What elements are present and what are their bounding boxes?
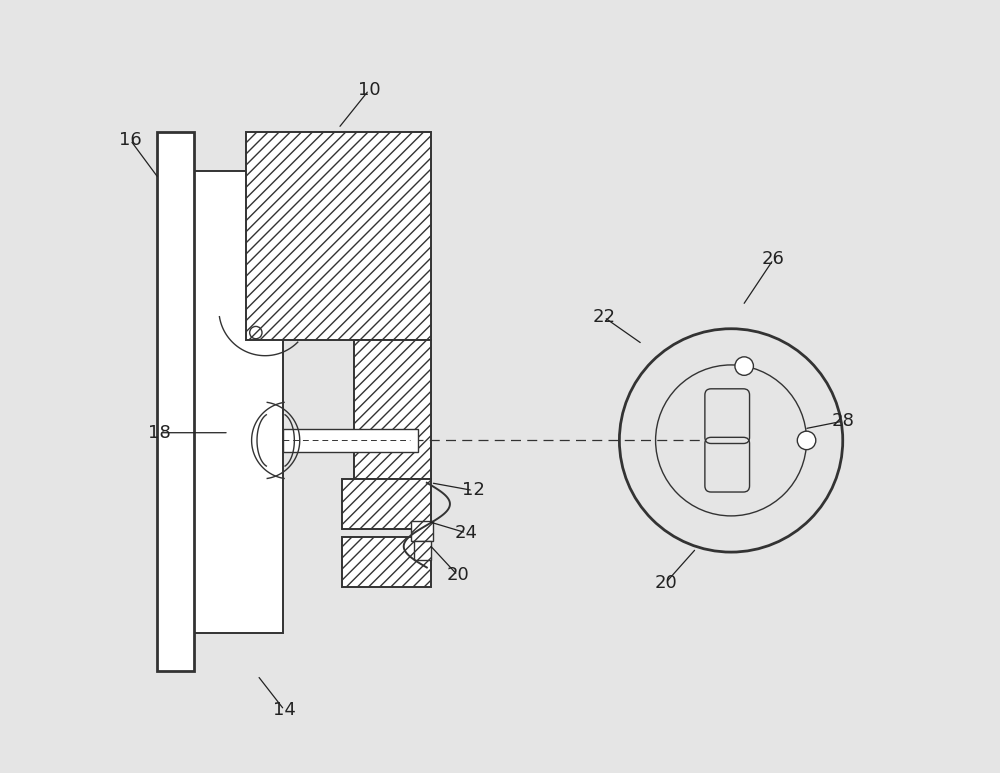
Circle shape: [735, 357, 753, 376]
Bar: [283, 429, 418, 452]
Text: 20: 20: [654, 574, 677, 592]
Bar: [342, 536, 431, 587]
Text: 10: 10: [358, 81, 380, 99]
Bar: [194, 171, 283, 633]
Bar: [354, 340, 431, 479]
Text: 16: 16: [119, 131, 142, 149]
Text: 20: 20: [446, 566, 469, 584]
Text: 12: 12: [462, 482, 484, 499]
Text: 24: 24: [455, 524, 478, 542]
Text: 18: 18: [148, 424, 171, 441]
Bar: [246, 132, 431, 340]
Text: 22: 22: [592, 308, 615, 326]
Text: 26: 26: [762, 250, 785, 268]
Bar: [414, 540, 431, 560]
Circle shape: [797, 431, 816, 450]
Bar: [342, 479, 431, 529]
Text: 14: 14: [273, 701, 296, 719]
Bar: [411, 521, 433, 540]
Text: 28: 28: [831, 412, 854, 430]
Bar: [157, 132, 194, 672]
